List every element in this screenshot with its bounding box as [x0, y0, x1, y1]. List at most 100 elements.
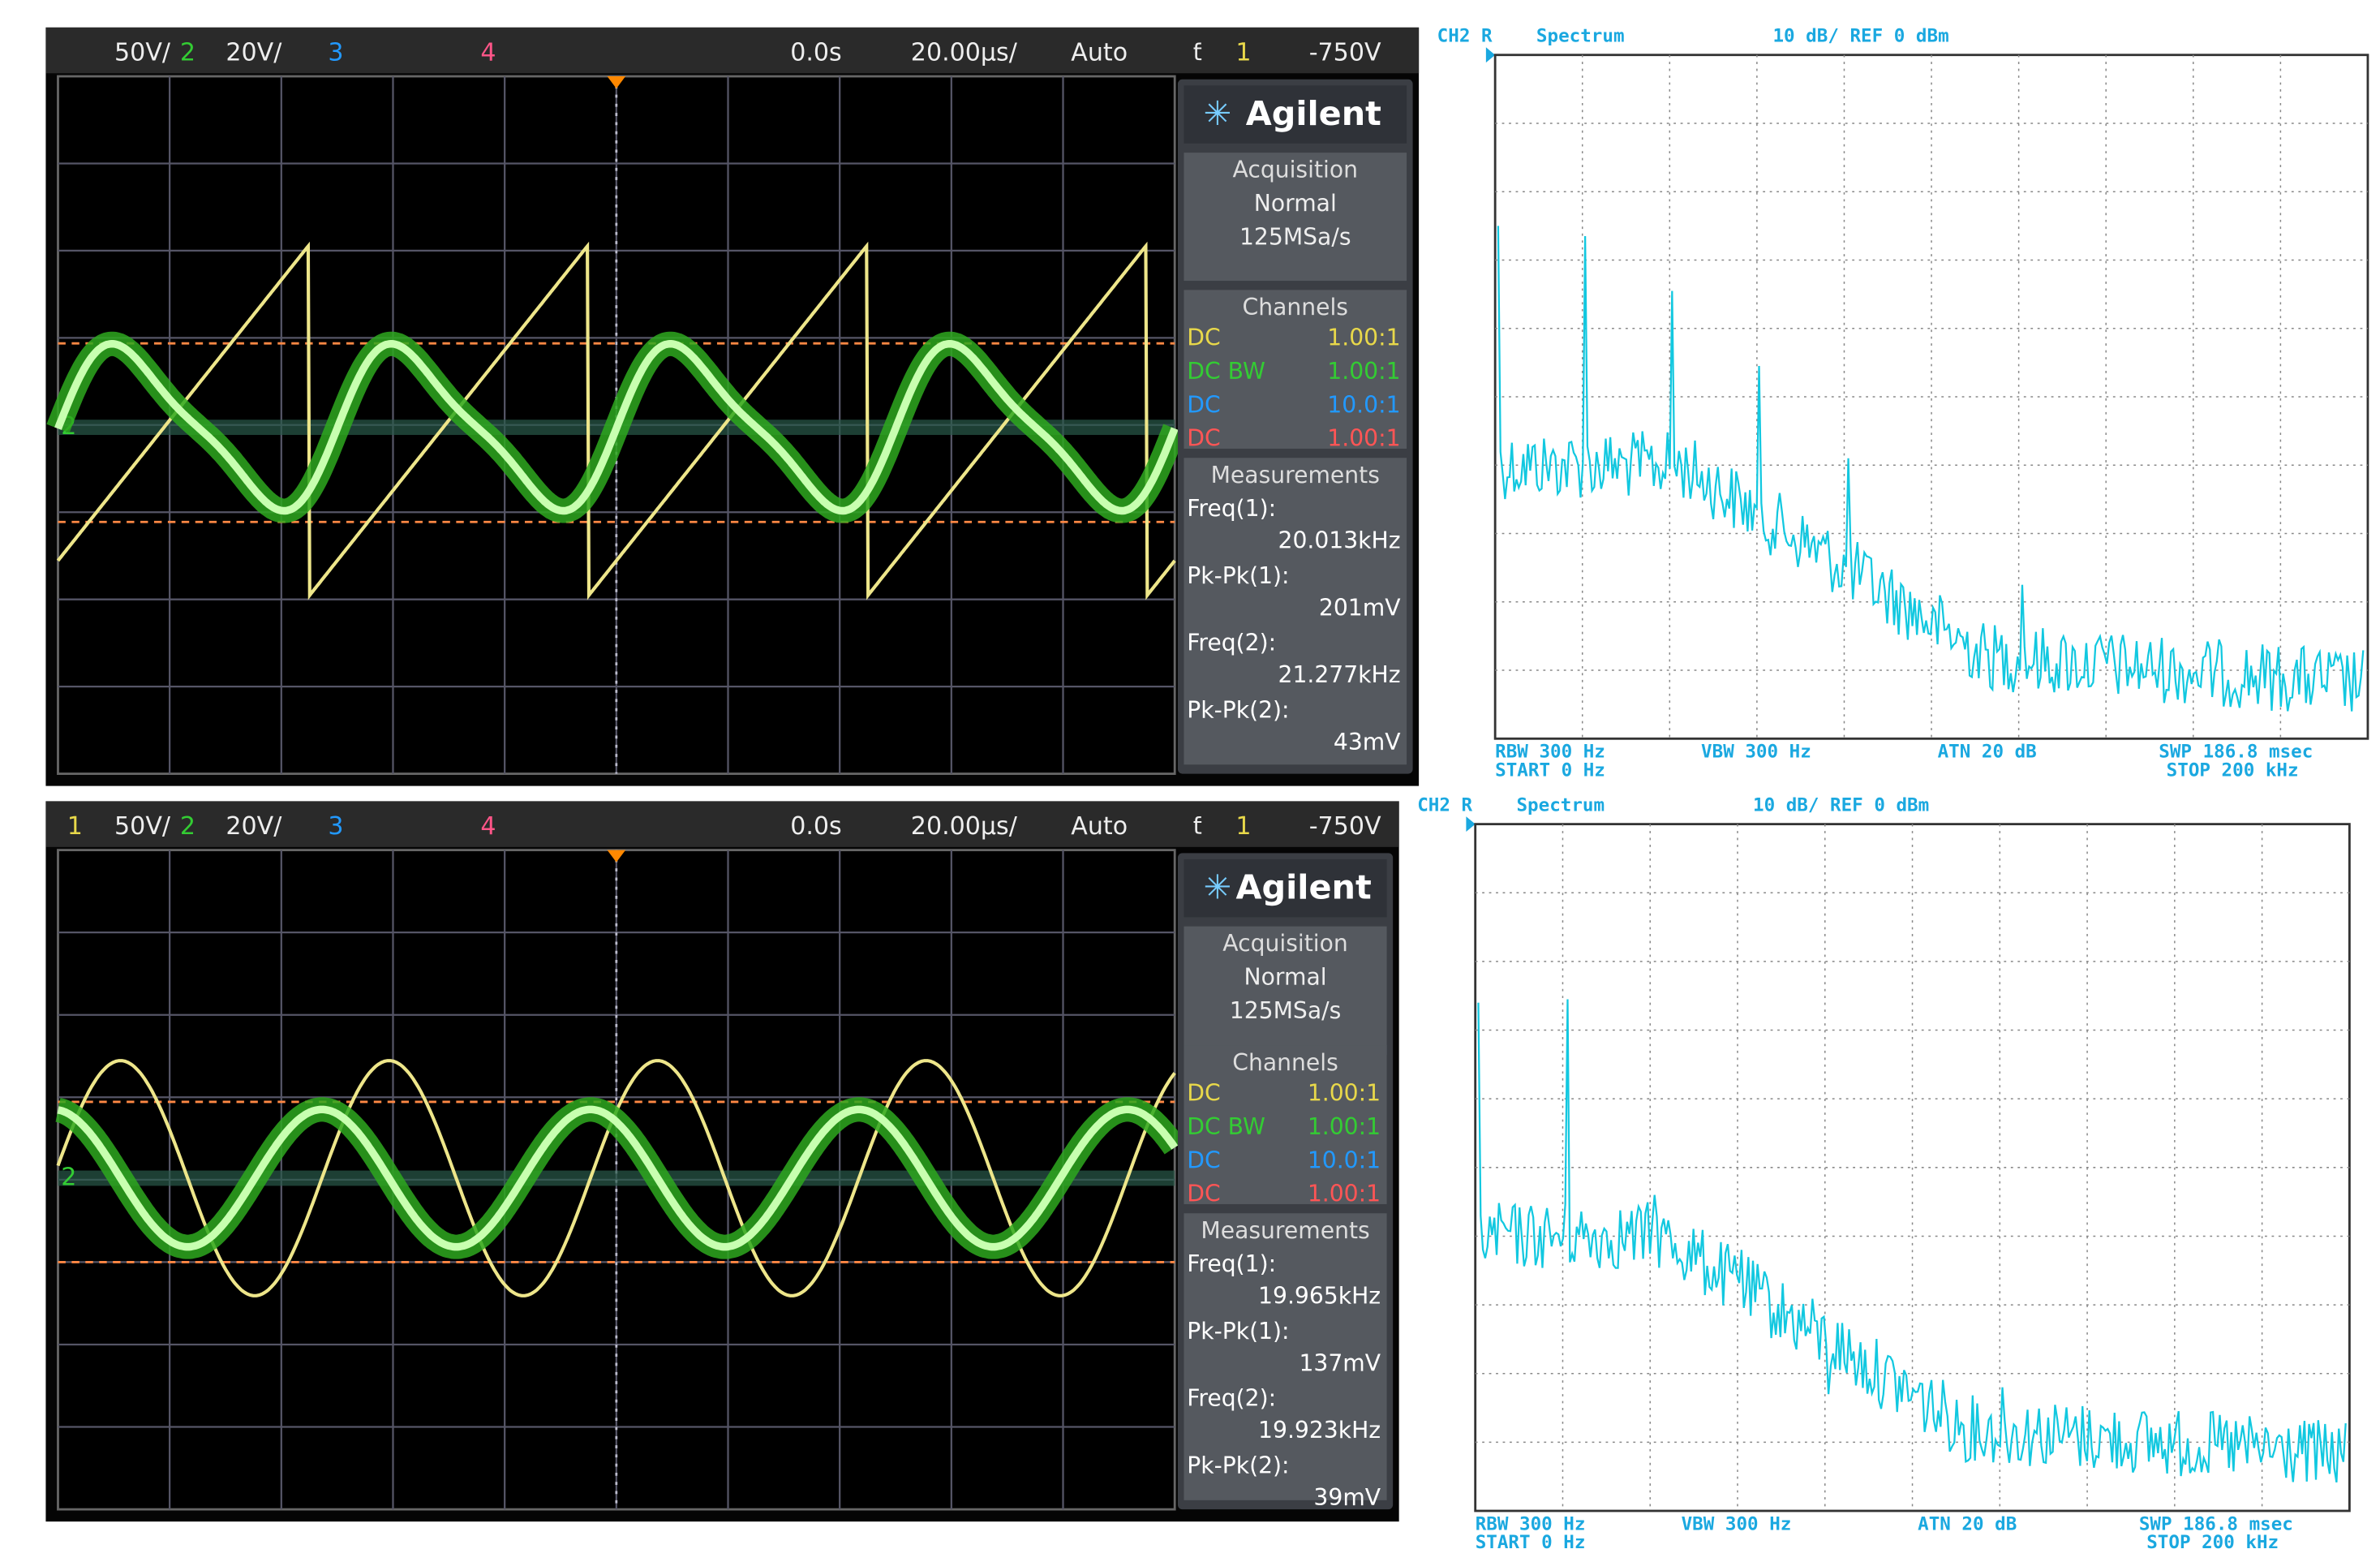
footer-vbw: VBW 300 Hz	[1701, 742, 1811, 763]
channel-probe: 1.00:1	[1327, 358, 1400, 385]
spectrum-plot: CH2 R Spectrum 10 dB/ REF 0 dBm RBW 300 Hz V…	[1437, 26, 2369, 781]
brand: Agilent	[1246, 94, 1381, 133]
header-trigger-level: -750V	[1309, 812, 1381, 841]
reference-arrow	[1466, 816, 1476, 833]
channel-coupling: DC	[1187, 1181, 1220, 1207]
header-ch2-scale: 20V/	[226, 38, 282, 67]
measurements-title: Measurements	[1201, 1217, 1369, 1244]
brand-box	[1184, 85, 1407, 144]
header-ch2: 2	[180, 38, 195, 67]
acquisition-mode: Normal	[1254, 190, 1337, 217]
header-ch2: 2	[180, 812, 195, 841]
header-trigger-source: 1	[1235, 812, 1251, 841]
channel-coupling: DC BW	[1187, 1113, 1265, 1140]
measurement-value: 19.965kHz	[1258, 1283, 1381, 1310]
brand: Agilent	[1235, 868, 1371, 907]
trigger-arrow	[607, 850, 626, 863]
channel-coupling: DC	[1187, 325, 1220, 351]
side-panel: Agilent ✳Acquisition Normal 125MSa/s Channel…	[1177, 79, 1413, 774]
channel-probe: 10.0:1	[1308, 1147, 1381, 1173]
footer-stop: STOP 200 kHz	[2167, 759, 2299, 781]
footer-start: START 0 Hz	[1495, 759, 1605, 781]
oscilloscope: 50V/2 20V/3 4 0.0s 20.00μs/Auto 1 -750Vƭ2Agile…	[45, 27, 1420, 786]
header-ch4: 4	[480, 812, 496, 841]
header-trigger-mode: Auto	[1071, 812, 1128, 841]
footer-vbw: VBW 300 Hz	[1682, 1513, 1792, 1534]
measurement-label: Pk-Pk(2):	[1187, 1452, 1289, 1478]
channel-coupling: DC BW	[1187, 358, 1265, 385]
header-ch1-scale: 50V/	[114, 38, 171, 67]
brand-box	[1184, 858, 1387, 918]
channel-coupling: DC	[1187, 391, 1220, 418]
measurement-label: Freq(1):	[1187, 495, 1276, 522]
measurement-label: Pk-Pk(1):	[1187, 1318, 1289, 1345]
channel-probe: 1.00:1	[1308, 1181, 1381, 1207]
acquisition-mode: Normal	[1244, 964, 1327, 991]
header-trigger-source: 1	[1235, 38, 1251, 67]
header-ch1-scale: 50V/	[114, 812, 171, 841]
header-bar	[45, 801, 1399, 847]
header-delay: 0.0s	[790, 812, 842, 841]
panel-section	[1184, 290, 1407, 449]
channels-title: Channels	[1243, 294, 1348, 321]
oscilloscope: 1 50V/2 20V/3 4 0.0s 20.00μs/Auto 1 -750V ƭ 2 Agil…	[45, 801, 1399, 1522]
header-timebase: 20.00μs/	[911, 38, 1018, 67]
footer-atn: ATN 20 dB	[1918, 1513, 2017, 1534]
channel-2-trace	[54, 340, 1179, 515]
measurement-value: 43mV	[1334, 729, 1401, 755]
channel-1-trace	[56, 241, 1176, 600]
measurement-value: 20.013kHz	[1278, 527, 1401, 554]
measurement-value: 137mV	[1299, 1349, 1381, 1376]
spectrum-channel: CH2 R	[1417, 795, 1472, 816]
footer-rbw: RBW 300 Hz	[1476, 1513, 1586, 1534]
header-timebase: 20.00μs/	[911, 812, 1018, 841]
footer-swp: SWP 186.8 msec	[2139, 1513, 2293, 1534]
channel-coupling: DC	[1187, 1080, 1220, 1107]
panel-section	[1184, 1213, 1387, 1500]
measurement-label: Pk-Pk(2):	[1187, 696, 1289, 723]
header-trigger-mode: Auto	[1071, 38, 1128, 67]
spectrum-plot: CH2 R Spectrum 10 dB/ REF 0 dBm RBW 300 Hz V…	[1417, 795, 2351, 1553]
measurement-label: Freq(1):	[1187, 1250, 1276, 1277]
channel-2-trace	[57, 1105, 1179, 1251]
acquisition-title: Acquisition	[1233, 157, 1358, 183]
brand-logo: ✳	[1204, 868, 1232, 907]
acquisition-rate: 125MSa/s	[1230, 997, 1342, 1024]
trigger-icon: ƭ	[1193, 812, 1202, 839]
channel-probe: 10.0:1	[1327, 391, 1400, 418]
channel-probe: 1.00:1	[1327, 325, 1400, 351]
spectrum-mode: Spectrum	[1516, 795, 1605, 816]
trigger-icon: ƭ	[1193, 39, 1202, 66]
measurement-value: 39mV	[1313, 1484, 1381, 1511]
side-panel: Agilent✳AcquisitionNormal125MSa/sChannel…	[1177, 853, 1394, 1511]
measurement-label: Freq(2):	[1187, 1385, 1276, 1412]
acquisition-title: Acquisition	[1222, 930, 1347, 957]
acquisition-rate: 125MSa/s	[1239, 223, 1351, 250]
measurements-title: Measurements	[1211, 462, 1380, 488]
channel-coupling: DC	[1187, 425, 1220, 452]
ground-band	[58, 1170, 1175, 1186]
panel-section	[1184, 1045, 1387, 1204]
footer-rbw: RBW 300 Hz	[1495, 742, 1605, 763]
measurement-value: 19.923kHz	[1258, 1417, 1381, 1444]
footer-atn: ATN 20 dB	[1938, 742, 2037, 763]
spectrum-trace	[1477, 999, 2347, 1483]
header-ch2-scale: 20V/	[226, 812, 282, 841]
channel-probe: 1.00:1	[1308, 1113, 1381, 1140]
reference-arrow	[1485, 47, 1496, 63]
measurement-value: 201mV	[1319, 594, 1401, 621]
channel-probe: 1.00:1	[1327, 425, 1400, 452]
spectrum-channel: CH2 R	[1437, 26, 1493, 47]
header-ch3: 3	[328, 38, 343, 67]
spectrum-trace	[1497, 226, 2365, 712]
header-ch3: 3	[328, 812, 343, 841]
channel-probe: 1.00:1	[1308, 1080, 1381, 1107]
header-trigger-level: -750V	[1309, 38, 1381, 67]
spectrum-mode: Spectrum	[1536, 26, 1625, 47]
header-ch1: 1	[67, 812, 83, 841]
brand-logo: ✳	[1204, 94, 1232, 133]
spectrum-scale: 10 dB/ REF 0 dBm	[1772, 26, 1948, 47]
header-bar	[45, 27, 1420, 74]
